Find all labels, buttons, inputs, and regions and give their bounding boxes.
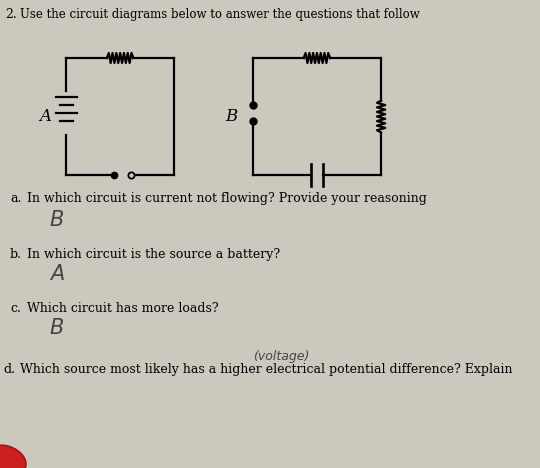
Text: c.: c. [10,302,21,315]
Text: (voltage): (voltage) [253,350,309,363]
Text: Which source most likely has a higher electrical potential difference? Explain: Which source most likely has a higher el… [20,363,512,376]
Text: Which circuit has more loads?: Which circuit has more loads? [26,302,218,315]
Text: B: B [50,318,64,338]
Ellipse shape [0,445,26,468]
Text: A: A [50,264,64,284]
Text: d.: d. [3,363,15,376]
Text: a.: a. [10,192,21,205]
Text: In which circuit is current not flowing? Provide your reasoning: In which circuit is current not flowing?… [26,192,427,205]
Text: In which circuit is the source a battery?: In which circuit is the source a battery… [26,248,280,261]
Text: B: B [226,108,238,125]
Text: b.: b. [10,248,22,261]
Text: B: B [50,210,64,230]
Text: A: A [39,108,51,125]
Text: 2.: 2. [5,8,17,21]
Text: Use the circuit diagrams below to answer the questions that follow: Use the circuit diagrams below to answer… [20,8,420,21]
